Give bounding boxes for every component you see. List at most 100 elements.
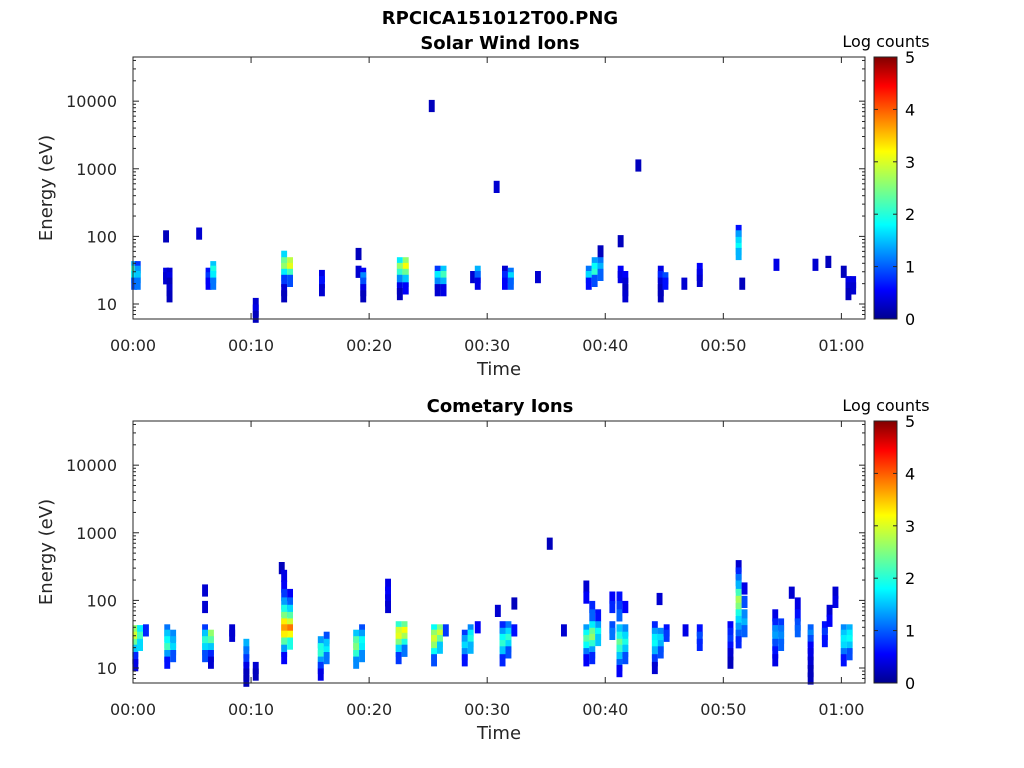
spectrogram-cell — [353, 656, 360, 669]
spectrogram-cell — [196, 227, 203, 240]
colorbar-tick-label: 4 — [905, 100, 915, 119]
spectrogram-cell — [595, 633, 602, 647]
spectrogram-cell — [287, 597, 293, 610]
y-tick-label: 1000 — [76, 160, 117, 179]
spectrogram-cell — [281, 604, 288, 617]
spectrogram-cell — [735, 574, 742, 587]
y-tick-label: 10000 — [66, 456, 117, 475]
spectrogram-cell — [807, 665, 814, 678]
spectrogram-cell — [164, 650, 171, 663]
spectrogram-cell — [741, 595, 748, 608]
spectrogram-cell — [739, 277, 746, 290]
spectrogram-cell — [252, 297, 259, 311]
spectrogram-cell — [616, 600, 623, 614]
spectrogram-cell — [505, 640, 512, 653]
y-axis-label-cometary: Energy (eV) — [36, 499, 57, 605]
spectrogram-cell — [431, 641, 437, 654]
spectrogram-cell — [656, 592, 663, 606]
spectrogram-cell — [807, 648, 814, 661]
spectrogram-cell — [353, 636, 360, 649]
spectrogram-cell — [657, 640, 664, 653]
spectrogram-cell — [794, 625, 801, 638]
spectrogram-cell — [778, 638, 785, 651]
spectrogram-cell — [493, 180, 500, 193]
spectrogram-cell — [137, 625, 143, 638]
spectrogram-cell — [595, 621, 602, 634]
spectrogram-cell — [210, 271, 217, 284]
spectrogram-cell — [359, 650, 365, 663]
spectrogram-cell — [132, 652, 139, 665]
spectrogram-cell — [850, 282, 857, 295]
spectrogram-cell — [163, 272, 169, 285]
spectrogram-cell — [825, 255, 832, 268]
spectrogram-cell — [663, 629, 670, 642]
colorbar-tick-label: 5 — [905, 48, 915, 67]
plot-frame-cometary — [132, 420, 866, 684]
spectrogram-cell — [317, 661, 324, 675]
panel-solar-wind-ions: Solar Wind Ions 00:00 00:10 00:20 00:30 00:4… — [36, 32, 930, 380]
spectrogram-cell — [281, 569, 288, 582]
spectrogram-cell — [826, 614, 833, 627]
spectrogram-cell — [505, 633, 512, 647]
spectrogram-cell — [583, 648, 590, 661]
spectrogram-cells-solar-wind — [131, 99, 857, 323]
spectrogram-cell — [617, 271, 624, 284]
spectrogram-cell — [461, 654, 468, 667]
spectrogram-cell — [826, 604, 833, 617]
spectrogram-cell — [622, 644, 629, 657]
spectrogram-cell — [616, 624, 623, 637]
spectrogram-cell — [657, 290, 664, 303]
spectrogram-cell — [832, 586, 839, 599]
y-tick-label: 10000 — [66, 92, 117, 111]
spectrogram-cell — [772, 631, 779, 644]
spectrogram-cell — [682, 624, 689, 637]
spectrogram-cell — [735, 602, 742, 615]
spectrogram-cell — [360, 277, 367, 290]
spectrogram-cell — [281, 630, 288, 643]
spectrogram-cell — [735, 636, 742, 649]
spectrogram-cell — [589, 621, 596, 634]
spectrogram-cell — [807, 656, 814, 669]
spectrogram-cell — [208, 629, 214, 642]
spectrogram-cell — [395, 652, 402, 665]
spectrogram-cell — [166, 277, 173, 290]
spectrogram-cell — [616, 665, 623, 678]
spectrogram-cell — [507, 277, 514, 290]
spectrogram-cell — [597, 268, 604, 281]
spectrogram-cell — [651, 654, 658, 667]
spectrogram-cell — [846, 648, 853, 661]
spectrogram-cell — [681, 277, 688, 290]
colorbar-tick-label: 1 — [905, 258, 915, 277]
spectrogram-cell — [727, 656, 734, 669]
spectrogram-cells-cometary — [132, 537, 853, 687]
spectrogram-cell — [353, 643, 360, 656]
spectrogram-cell — [622, 600, 629, 614]
spectrogram-cell — [807, 635, 814, 648]
colorbar-label-cometary: Log counts — [842, 396, 929, 415]
spectrogram-cell — [355, 247, 362, 261]
spectrogram-cell — [202, 629, 208, 642]
colorbar-tick-label: 3 — [905, 153, 915, 172]
spectrogram-cell — [170, 636, 177, 649]
spectrogram-cell — [385, 586, 391, 599]
spectrogram-cell — [616, 591, 623, 604]
spectrogram-cell — [657, 277, 664, 290]
spectrogram-cell — [163, 230, 169, 243]
spectrogram-cell — [840, 654, 847, 667]
spectrogram-cell — [616, 631, 623, 644]
spectrogram-cell — [474, 621, 481, 634]
x-tick-label: 01:00 — [818, 336, 864, 355]
spectrogram-cell — [622, 277, 629, 290]
spectrogram-cell — [727, 635, 734, 648]
spectrogram-cell — [396, 288, 403, 301]
spectrogram-cell — [323, 631, 330, 644]
spectrogram-cell — [561, 624, 567, 637]
axis-ticks-solar-wind: 00:00 00:10 00:20 00:30 00:40 00:50 01:00 10 100… — [66, 57, 865, 355]
spectrogram-cell — [617, 235, 624, 248]
y-tick-label: 100 — [86, 227, 117, 246]
spectrogram-cell — [134, 277, 141, 290]
spectrogram-cell — [735, 247, 742, 261]
spectrogram-cell — [840, 635, 847, 648]
spectrogram-cell — [499, 654, 506, 667]
